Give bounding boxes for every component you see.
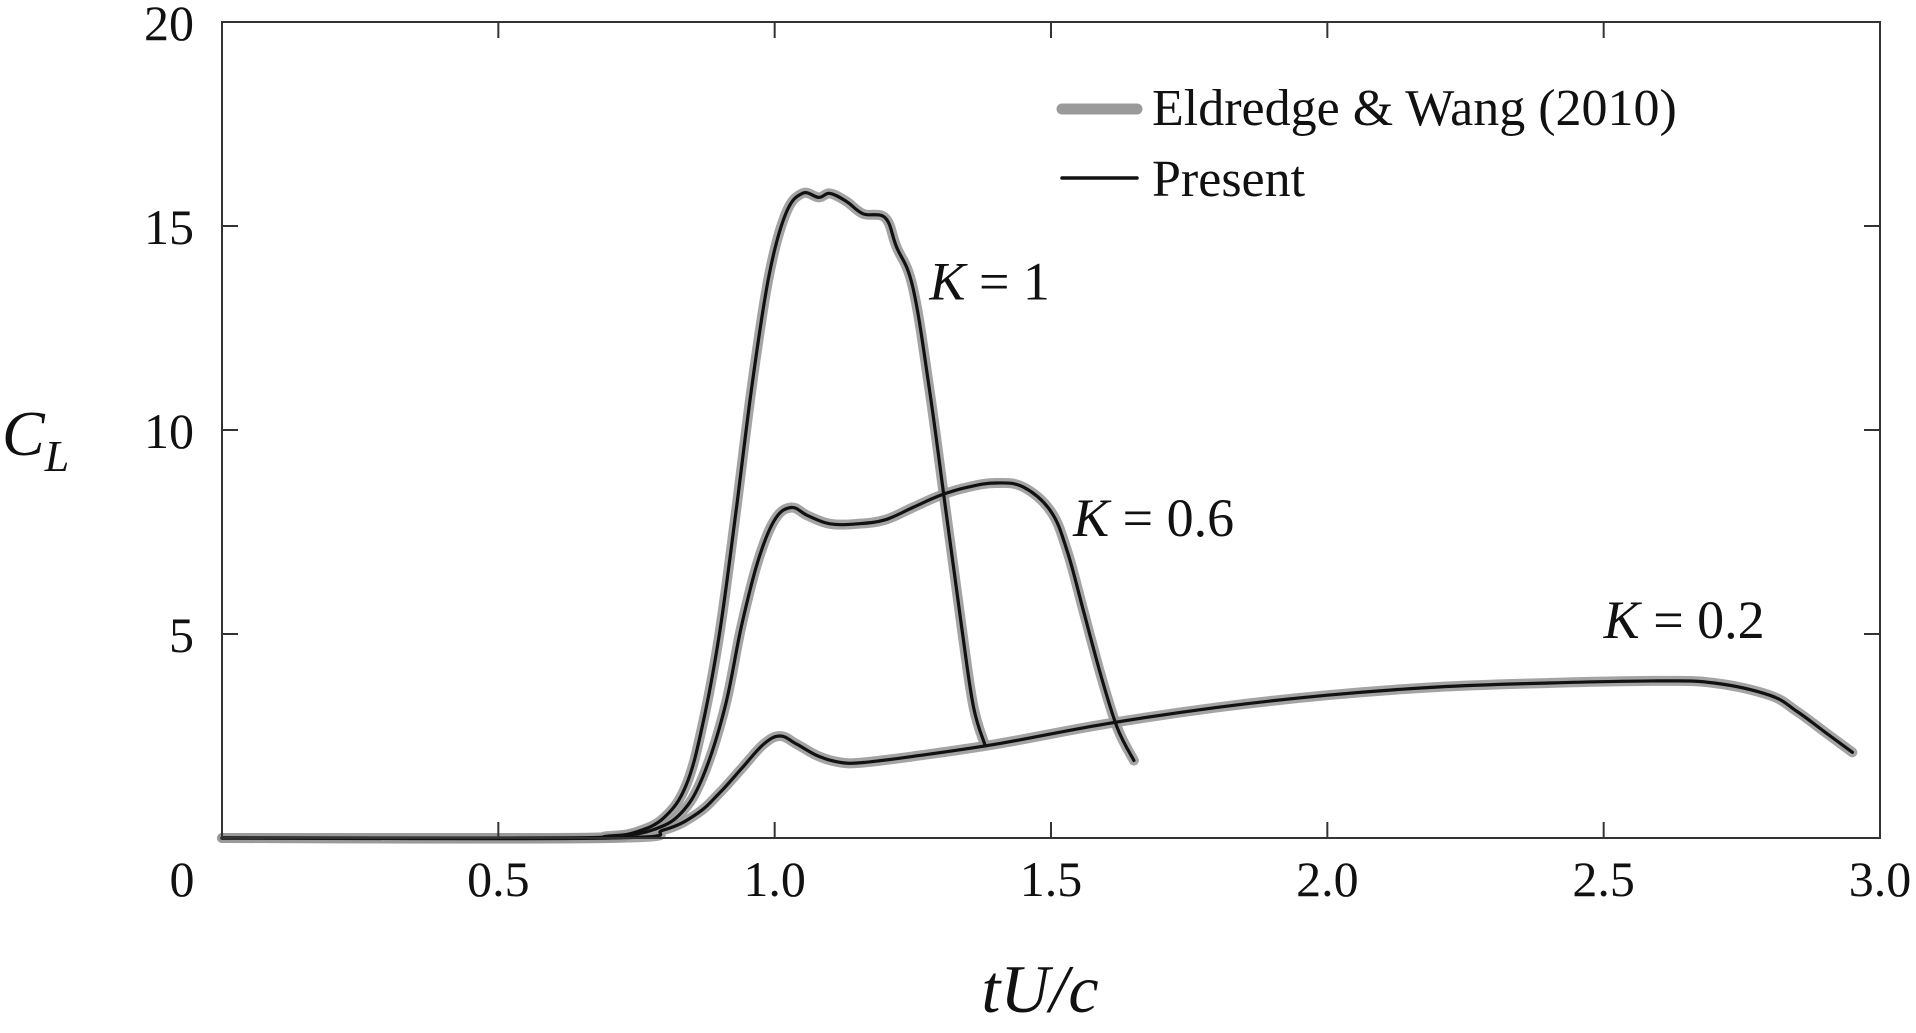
x-tick-label: 1.0 [743, 851, 806, 907]
y-tick-label: 10 [144, 403, 194, 459]
x-tick-label: 3.0 [1849, 851, 1912, 907]
y-axis-label: CL [2, 398, 69, 481]
y-axis-label-subscript: L [44, 432, 69, 481]
reference-curve-k-0-2 [217, 675, 1858, 844]
curve-label-symbol: K [1072, 488, 1112, 548]
x-tick-label: 1.5 [1020, 851, 1083, 907]
legend-label-reference: Eldredge & Wang (2010) [1152, 80, 1677, 137]
present-curve-k-1 [220, 191, 987, 840]
x-tick-label: 2.5 [1572, 851, 1635, 907]
axis-tick-labels: 0 0.5 1.0 1.5 2.0 2.5 3.0 5 10 15 20 [144, 0, 1911, 907]
x-tick-label: 0.5 [467, 851, 530, 907]
legend-label-present: Present [1152, 151, 1306, 208]
curve-label-value: = 0.6 [1109, 488, 1234, 548]
x-tick-label: 2.0 [1296, 851, 1359, 907]
curve-label-symbol: K [928, 251, 968, 311]
curve-label-value: = 1 [965, 251, 1049, 311]
y-axis-label-main: C [2, 398, 46, 469]
reference-curve-k-0-6 [217, 477, 1139, 844]
legend: Eldredge & Wang (2010) Present [1056, 80, 1677, 208]
curve-annotations: K = 1K = 0.6K = 0.2 [928, 251, 1764, 650]
x-axis-label: tU/c [981, 951, 1098, 1027]
curve-label: K = 0.2 [1603, 590, 1765, 650]
y-tick-label: 15 [144, 199, 194, 255]
present-curve-k-0-2 [220, 679, 1854, 841]
present-curve-k-0-6 [220, 481, 1136, 840]
reference-curve-k-1 [217, 187, 990, 844]
curve-label: K = 0.6 [1072, 488, 1234, 548]
curve-label-symbol: K [1603, 590, 1643, 650]
plot-frame [221, 21, 1881, 839]
curve-label-value: = 0.2 [1640, 590, 1765, 650]
x-tick-label: 0 [170, 851, 195, 907]
axis-ticks [222, 22, 1880, 838]
y-tick-label: 20 [144, 0, 194, 51]
present-series-layer [220, 191, 1854, 841]
curve-label: K = 1 [928, 251, 1050, 311]
y-tick-label: 5 [169, 607, 194, 663]
